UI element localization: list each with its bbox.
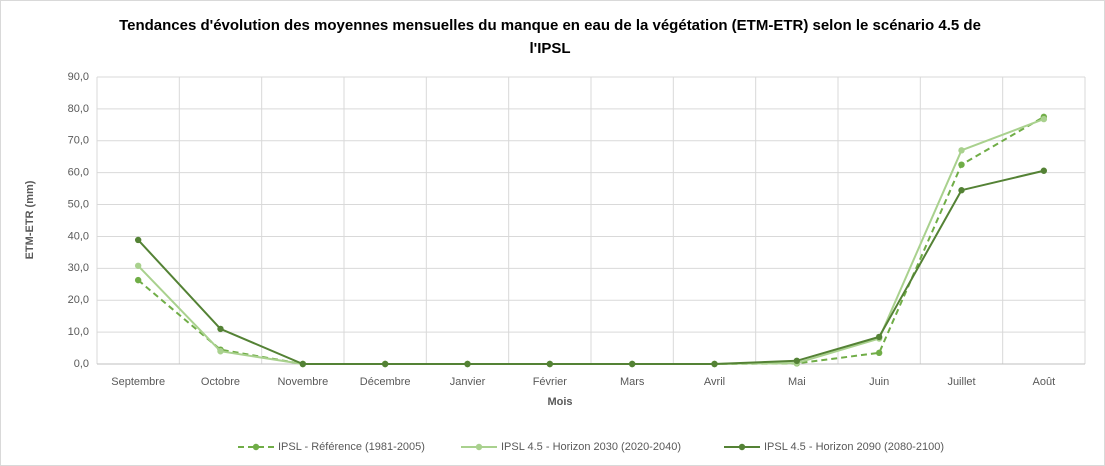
x-tick-label: Décembre [360, 376, 411, 388]
data-point [958, 161, 965, 168]
chart-title: Tendances d'évolution des moyennes mensu… [119, 17, 981, 57]
legend-marker [475, 443, 483, 451]
data-point [711, 360, 718, 368]
data-point [875, 333, 883, 341]
data-point [958, 187, 965, 194]
data-point [134, 236, 142, 244]
x-tick-label: Juin [869, 376, 889, 388]
x-tick-label: Mai [788, 376, 806, 388]
legend-label: IPSL - Référence (1981-2005) [278, 441, 425, 453]
data-point [299, 360, 307, 368]
data-point [1040, 167, 1048, 174]
y-axis-title: ETM-ETR (mm) [24, 180, 36, 259]
y-tick-label: 40,0 [68, 230, 89, 242]
data-point [1040, 115, 1048, 123]
y-tick-label: 60,0 [68, 167, 89, 179]
x-tick-label: Juillet [947, 376, 975, 388]
x-tick-label: Août [1033, 376, 1056, 388]
x-tick-label: Novembre [277, 376, 328, 388]
x-tick-label: Octobre [201, 376, 240, 388]
y-tick-label: 30,0 [68, 262, 89, 274]
legend-marker [252, 443, 260, 451]
data-point [958, 147, 965, 154]
y-tick-label: 80,0 [68, 103, 89, 115]
data-point [217, 348, 224, 355]
data-point [793, 357, 801, 365]
y-tick-label: 50,0 [68, 198, 89, 210]
series-line [137, 169, 1045, 365]
legend-label: IPSL 4.5 - Horizon 2030 (2020-2040) [501, 441, 681, 453]
data-point [546, 360, 554, 368]
data-point [628, 360, 636, 368]
data-point [217, 325, 224, 333]
x-tick-label: Mars [620, 376, 645, 388]
series-line [137, 115, 1045, 365]
y-tick-label: 20,0 [68, 294, 89, 306]
legend-marker [738, 443, 746, 451]
data-point [381, 360, 389, 368]
x-axis-title: Mois [547, 396, 572, 408]
y-tick-label: 0,0 [74, 358, 89, 370]
y-tick-label: 70,0 [68, 135, 89, 147]
legend-label: IPSL 4.5 - Horizon 2090 (2080-2100) [764, 441, 944, 453]
y-tick-label: 10,0 [68, 326, 89, 338]
data-point [875, 349, 883, 357]
x-tick-label: Janvier [450, 376, 486, 388]
data-point [134, 262, 142, 269]
data-point [464, 360, 471, 368]
x-tick-label: Février [533, 376, 568, 388]
x-tick-label: Septembre [111, 376, 165, 388]
data-point [134, 276, 142, 284]
x-tick-label: Avril [704, 376, 725, 388]
y-tick-label: 90,0 [68, 71, 89, 83]
